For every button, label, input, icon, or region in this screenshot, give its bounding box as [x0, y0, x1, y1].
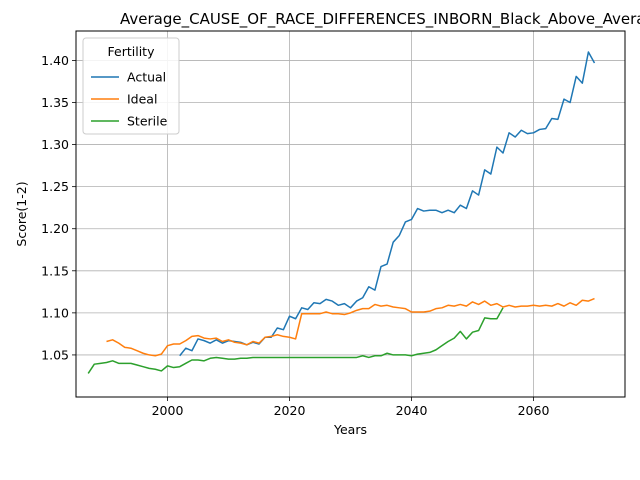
y-tick-label: 1.30 — [41, 137, 69, 152]
legend-box — [82, 37, 180, 135]
series-layer — [87, 51, 596, 374]
legend-entry-label: Sterile — [127, 114, 168, 129]
legend: Fertility Actual Ideal Sterile — [82, 37, 180, 135]
legend-entry-label: Ideal — [127, 92, 157, 107]
series-line-ideal — [106, 297, 595, 357]
y-tick-label: 1.35 — [41, 95, 69, 110]
y-tick-label: 1.25 — [41, 179, 69, 194]
y-tick-label: 1.20 — [41, 221, 69, 236]
y-tick-label: 1.40 — [41, 53, 69, 68]
x-tick-label: 2000 — [152, 403, 184, 418]
y-tick-label: 1.05 — [41, 347, 69, 362]
chart-title: Average_CAUSE_OF_RACE_DIFFERENCES_INBORN… — [120, 10, 640, 29]
x-axis-label: Years — [333, 422, 367, 437]
axis-ticks: 2000 2020 2040 2060 1.05 1.10 1.15 1.20 1.25 1.30… — [41, 53, 549, 418]
grid-lines — [76, 31, 625, 397]
legend-entry-label: Actual — [127, 70, 166, 85]
y-axis-label: Score(1-2) — [14, 181, 29, 246]
legend-title: Fertility — [108, 44, 156, 59]
x-tick-label: 2020 — [274, 403, 306, 418]
y-tick-label: 1.15 — [41, 263, 69, 278]
series-line-sterile — [87, 307, 504, 374]
plot-frame — [75, 30, 626, 398]
y-tick-label: 1.10 — [41, 305, 69, 320]
x-tick-label: 2040 — [396, 403, 428, 418]
x-tick-label: 2060 — [518, 403, 550, 418]
